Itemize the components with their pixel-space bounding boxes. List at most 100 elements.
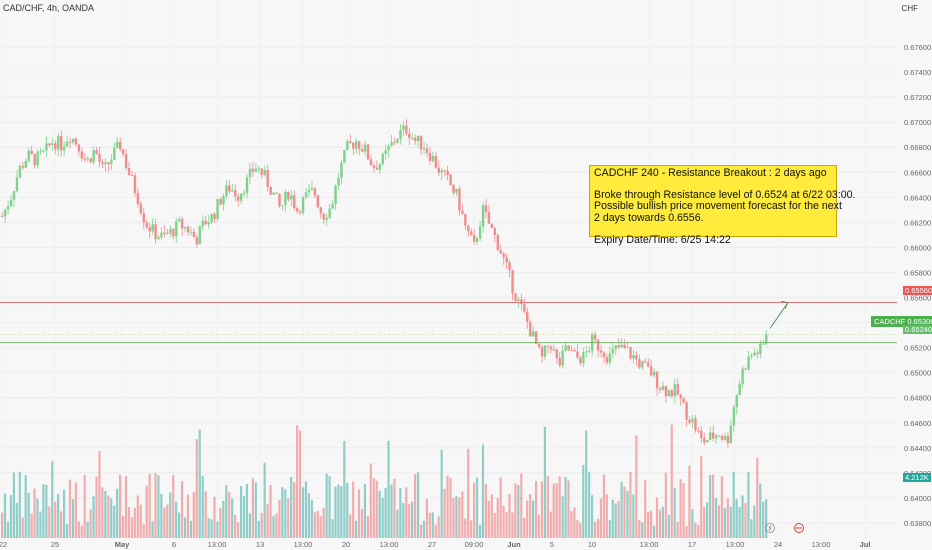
candle-body xyxy=(470,231,473,236)
candle-body xyxy=(602,352,606,358)
candle-body xyxy=(505,257,508,263)
volume-bar xyxy=(408,503,411,538)
candle-body xyxy=(679,394,682,399)
candle-body xyxy=(3,209,7,217)
volume-bar xyxy=(664,472,667,538)
currency-label: CHF xyxy=(901,4,918,13)
volume-bar xyxy=(248,513,251,538)
volume-bar xyxy=(127,507,131,538)
volume-bar xyxy=(741,495,744,538)
volume-bar xyxy=(65,523,69,538)
volume-bar xyxy=(431,512,434,538)
price-tick-label: 0.67200 xyxy=(904,93,931,102)
volume-bar xyxy=(467,448,470,538)
volume-bar xyxy=(591,495,594,538)
candle-body xyxy=(647,362,650,367)
candle-body xyxy=(484,205,488,213)
volume-bar xyxy=(419,524,423,538)
candle-body xyxy=(175,221,178,237)
volume-bar xyxy=(328,475,331,538)
candle-body xyxy=(337,177,340,186)
time-tick-label: May xyxy=(115,540,130,549)
volume-bar xyxy=(685,525,688,538)
target-price-label: 0.65560 xyxy=(903,286,932,295)
candle-body xyxy=(307,189,311,193)
candle-body xyxy=(664,386,668,397)
volume-bar xyxy=(425,499,428,538)
volume-bar xyxy=(307,493,310,538)
volume-bar xyxy=(154,472,157,538)
candle-body xyxy=(709,432,712,441)
candle-body xyxy=(204,220,207,225)
volume-bar xyxy=(145,485,148,538)
candle-body xyxy=(399,129,402,140)
volume-bar xyxy=(207,518,210,538)
time-tick-label: 22 xyxy=(0,540,7,549)
candle-body xyxy=(517,299,520,301)
volume-bar xyxy=(475,477,479,538)
volume-bar xyxy=(452,497,455,538)
candle-body xyxy=(110,159,113,165)
candle-body xyxy=(759,343,762,354)
volume-bar xyxy=(104,491,107,538)
volume-bar xyxy=(493,513,496,538)
volume-bar xyxy=(313,512,316,538)
candle-body xyxy=(316,195,320,208)
volume-bar xyxy=(655,497,659,538)
event-icon xyxy=(794,523,804,533)
candle-body xyxy=(673,384,676,397)
volume-bar xyxy=(331,519,334,538)
volume-bar xyxy=(499,477,502,538)
volume-bar xyxy=(6,521,10,538)
volume-bar xyxy=(588,471,591,538)
volume-bar xyxy=(534,480,538,538)
volume-bar xyxy=(461,491,464,538)
volume-bar xyxy=(688,465,691,538)
volume-bar xyxy=(166,504,169,538)
candle-body xyxy=(753,352,756,356)
volume-bar xyxy=(706,502,709,538)
candle-body xyxy=(269,186,272,195)
candle-body xyxy=(585,351,588,353)
candle-body xyxy=(160,232,163,238)
volume-bar xyxy=(676,521,679,538)
candle-body xyxy=(546,345,550,347)
candle-body xyxy=(502,253,505,258)
candle-body xyxy=(667,390,671,397)
price-tick-label: 0.66600 xyxy=(904,168,931,177)
candle-body xyxy=(80,151,84,159)
price-tick-label: 0.65200 xyxy=(904,344,931,353)
volume-bar xyxy=(561,496,564,538)
volume-bar xyxy=(275,513,278,538)
candle-body xyxy=(245,177,249,194)
candle-body xyxy=(461,210,464,214)
volume-bar xyxy=(242,495,246,538)
volume-bar xyxy=(24,475,27,538)
candle-body xyxy=(251,168,255,172)
volume-bar xyxy=(532,500,535,538)
time-tick-label: 13:00 xyxy=(812,540,831,549)
candle-body xyxy=(207,222,210,225)
volume-bar xyxy=(310,500,313,538)
volume-bar xyxy=(626,490,629,538)
candle-body xyxy=(30,150,33,154)
candle-body xyxy=(626,347,629,349)
candle-body xyxy=(703,437,706,443)
price-tick-label: 0.64000 xyxy=(904,494,931,503)
candle-body xyxy=(762,343,765,345)
volume-bar xyxy=(514,483,517,538)
candle-body xyxy=(263,170,266,175)
volume-bar xyxy=(139,504,142,538)
candle-body xyxy=(467,225,470,232)
time-tick-label: 13:00 xyxy=(294,540,313,549)
volume-bar xyxy=(234,514,237,538)
volume-bar xyxy=(83,474,86,538)
candle-body xyxy=(473,235,476,242)
volume-bar xyxy=(723,507,726,538)
candle-body xyxy=(384,150,387,154)
candle-body xyxy=(464,213,467,226)
volume-bar xyxy=(304,481,308,538)
volume-bar xyxy=(157,475,160,538)
volume-bar xyxy=(349,514,352,538)
